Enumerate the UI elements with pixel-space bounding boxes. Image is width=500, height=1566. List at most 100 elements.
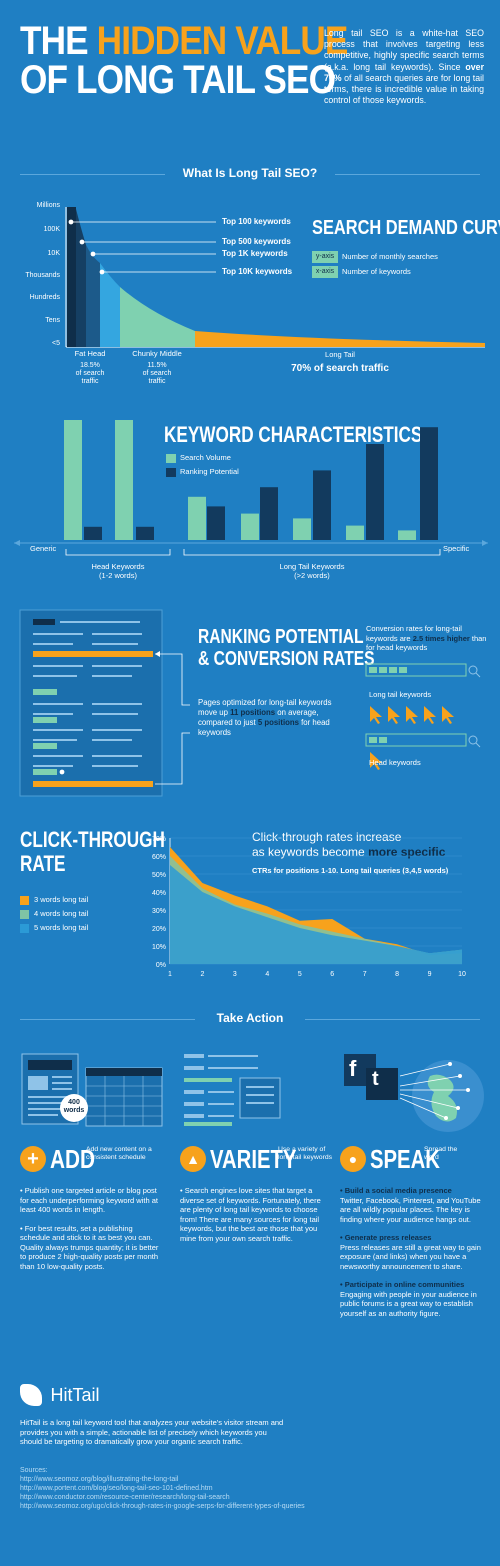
source-link[interactable]: http://www.portent.com/blog/seo/long-tai… (20, 1485, 213, 1492)
volume-bar (64, 420, 82, 540)
keyword-chars-title: KEYWORD CHARACTERISTICS (164, 422, 423, 447)
legend-xaxis-text: Number of keywords (342, 267, 411, 276)
ctr-ytick: 30% (152, 908, 166, 915)
volume-bar (398, 530, 416, 540)
speak-bullets: • Build a social media presence Twitter,… (340, 1186, 481, 1318)
ctr-legend-3: 3 words long tail (20, 893, 88, 907)
volume-bar (346, 525, 364, 540)
speak-tag: Spread the word (424, 1146, 458, 1161)
generic-label: Generic (30, 544, 57, 553)
add-badge: 400 words (63, 1099, 85, 1114)
ranking-hl1: 11 positions (230, 708, 276, 717)
ctr-xtick: 9 (428, 971, 432, 978)
ctr-ytick: 70% (152, 836, 166, 843)
ctr-xtick: 2 (200, 971, 204, 978)
ctr-legend-4: 4 words long tail (20, 907, 88, 921)
speak-icon: ● (340, 1146, 366, 1172)
intro-text: Long tail SEO is a white-hat SEO process… (324, 28, 484, 106)
chunky-middle-area (120, 287, 195, 347)
intro-highlight: over 70% (324, 61, 484, 83)
ctr-series-5-area (170, 865, 462, 964)
add-illustration (21, 1053, 163, 1127)
ctr-xtick: 8 (395, 971, 399, 978)
twitter-icon: t (372, 1068, 379, 1090)
conversion-hl: 2.5 times higher (412, 633, 470, 643)
callout-top10k: Top 10K keywords (222, 267, 293, 276)
ctr-title: CLICK-THROUGH RATE (20, 827, 165, 876)
potential-bar (313, 470, 331, 540)
potential-bar (136, 526, 154, 540)
add-icon: + (20, 1146, 46, 1172)
ctr-ytick: 60% (152, 854, 166, 861)
variety-illustration (184, 1054, 281, 1126)
ctr-xtick: 4 (265, 971, 269, 978)
legend-xaxis-tag: x-axis (312, 266, 338, 278)
title-line2: OF LONG TAIL SEO (20, 58, 336, 102)
source-link[interactable]: http://www.seomoz.org/ugc/click-through-… (20, 1503, 305, 1510)
conversion-text: Conversion rates for long-tail keywords … (366, 624, 487, 652)
main-title: THE HIDDEN VALUE OF LONG TAIL SEO (20, 19, 348, 102)
fat-head-light (100, 263, 120, 347)
ctr-xtick: 7 (363, 971, 367, 978)
speak-title: SPEAK (370, 1144, 440, 1174)
fat-head-mid (86, 245, 100, 347)
variety-title: VARIETY (210, 1144, 297, 1174)
source-link[interactable]: http://www.conductor.com/resource-center… (20, 1494, 230, 1501)
keyword-characteristics-chart (14, 420, 488, 556)
ctr-xtick: 1 (168, 971, 172, 978)
variety-tag: Use a variety of long tail keywords (278, 1146, 333, 1161)
legend-swatch-volume (166, 453, 176, 463)
ctr-chart: 70% 60% 50% 40% 30% 20% 10% 0%1 2 3 4 5 6 7 8 9 10 (152, 836, 466, 978)
volume-bar (241, 513, 259, 540)
title-the: THE (20, 19, 97, 63)
ctr-ytick: 40% (152, 890, 166, 897)
title-hidden-value: HIDDEN VALUE (96, 19, 349, 63)
fat-head-darkest (67, 207, 76, 347)
ranking-body: Pages optimized for long-tail keywords m… (198, 698, 332, 737)
ctr-ytick: 0% (156, 962, 166, 969)
potential-bar (260, 487, 278, 540)
hittail-brand: HitTail (50, 1384, 100, 1405)
potential-bar (366, 444, 384, 540)
conversion-illustration (365, 663, 481, 770)
footer-description: HitTail is a long tail keyword tool that… (20, 1418, 284, 1446)
variety-icon: ▲ (180, 1146, 206, 1172)
chunky-middle-label: Chunky Middle 11.5% of search traffic (132, 349, 182, 386)
source-link[interactable]: http://www.seomoz.org/blog/illustrating-… (20, 1476, 179, 1483)
long-tail-area (195, 331, 485, 347)
volume-bar (293, 518, 311, 540)
hittail-logo: HitTail (20, 1384, 99, 1410)
ctr-legend-5: 5 words long tail (20, 921, 88, 935)
legend-swatch-potential (166, 467, 176, 477)
speak-illustration (344, 1054, 484, 1132)
ctr-ytick: 20% (152, 926, 166, 933)
ctr-ytick: 10% (152, 944, 166, 951)
callout-top1k: Top 1K keywords (222, 249, 288, 258)
ranking-title: RANKING POTENTIAL & CONVERSION RATES (198, 626, 375, 670)
ctr-headline-hl: more specific (368, 845, 446, 859)
legend-ranking-potential: Ranking Potential (166, 467, 239, 477)
add-bullets: • Publish one targeted article or blog p… (20, 1186, 159, 1271)
ctr-xtick: 10 (458, 971, 466, 978)
fat-head-dark (76, 209, 86, 347)
volume-bar (188, 496, 206, 540)
take-action-heading: Take Action (216, 1011, 284, 1025)
head-keywords-caption: Head keywords (369, 758, 421, 767)
callout-top500: Top 500 keywords (222, 237, 291, 246)
ranking-hl2: 5 positions (257, 718, 299, 727)
ctr-subtitle: CTRs for positions 1-10. Long tail queri… (252, 866, 449, 875)
fat-head-label: Fat Head 18.5% of search traffic (74, 349, 106, 386)
ctr-xtick: 5 (298, 971, 302, 978)
curve-title: SEARCH DEMAND CURVE (312, 217, 500, 239)
potential-bar (84, 526, 102, 540)
specific-label: Specific (443, 544, 470, 553)
variety-bullets: • Search engines love sites that target … (180, 1186, 321, 1243)
potential-bar (420, 427, 438, 540)
long-tail-keywords-label: Long Tail Keywords (>2 words) (279, 562, 345, 580)
potential-bar (207, 506, 225, 540)
demand-curve-chart (65, 207, 485, 348)
legend-yaxis-tag: y-axis (312, 251, 338, 263)
ctr-xtick: 6 (330, 971, 334, 978)
ctr-ytick: 50% (152, 872, 166, 879)
ctr-legend: 3 words long tail 4 words long tail 5 wo… (20, 893, 88, 935)
